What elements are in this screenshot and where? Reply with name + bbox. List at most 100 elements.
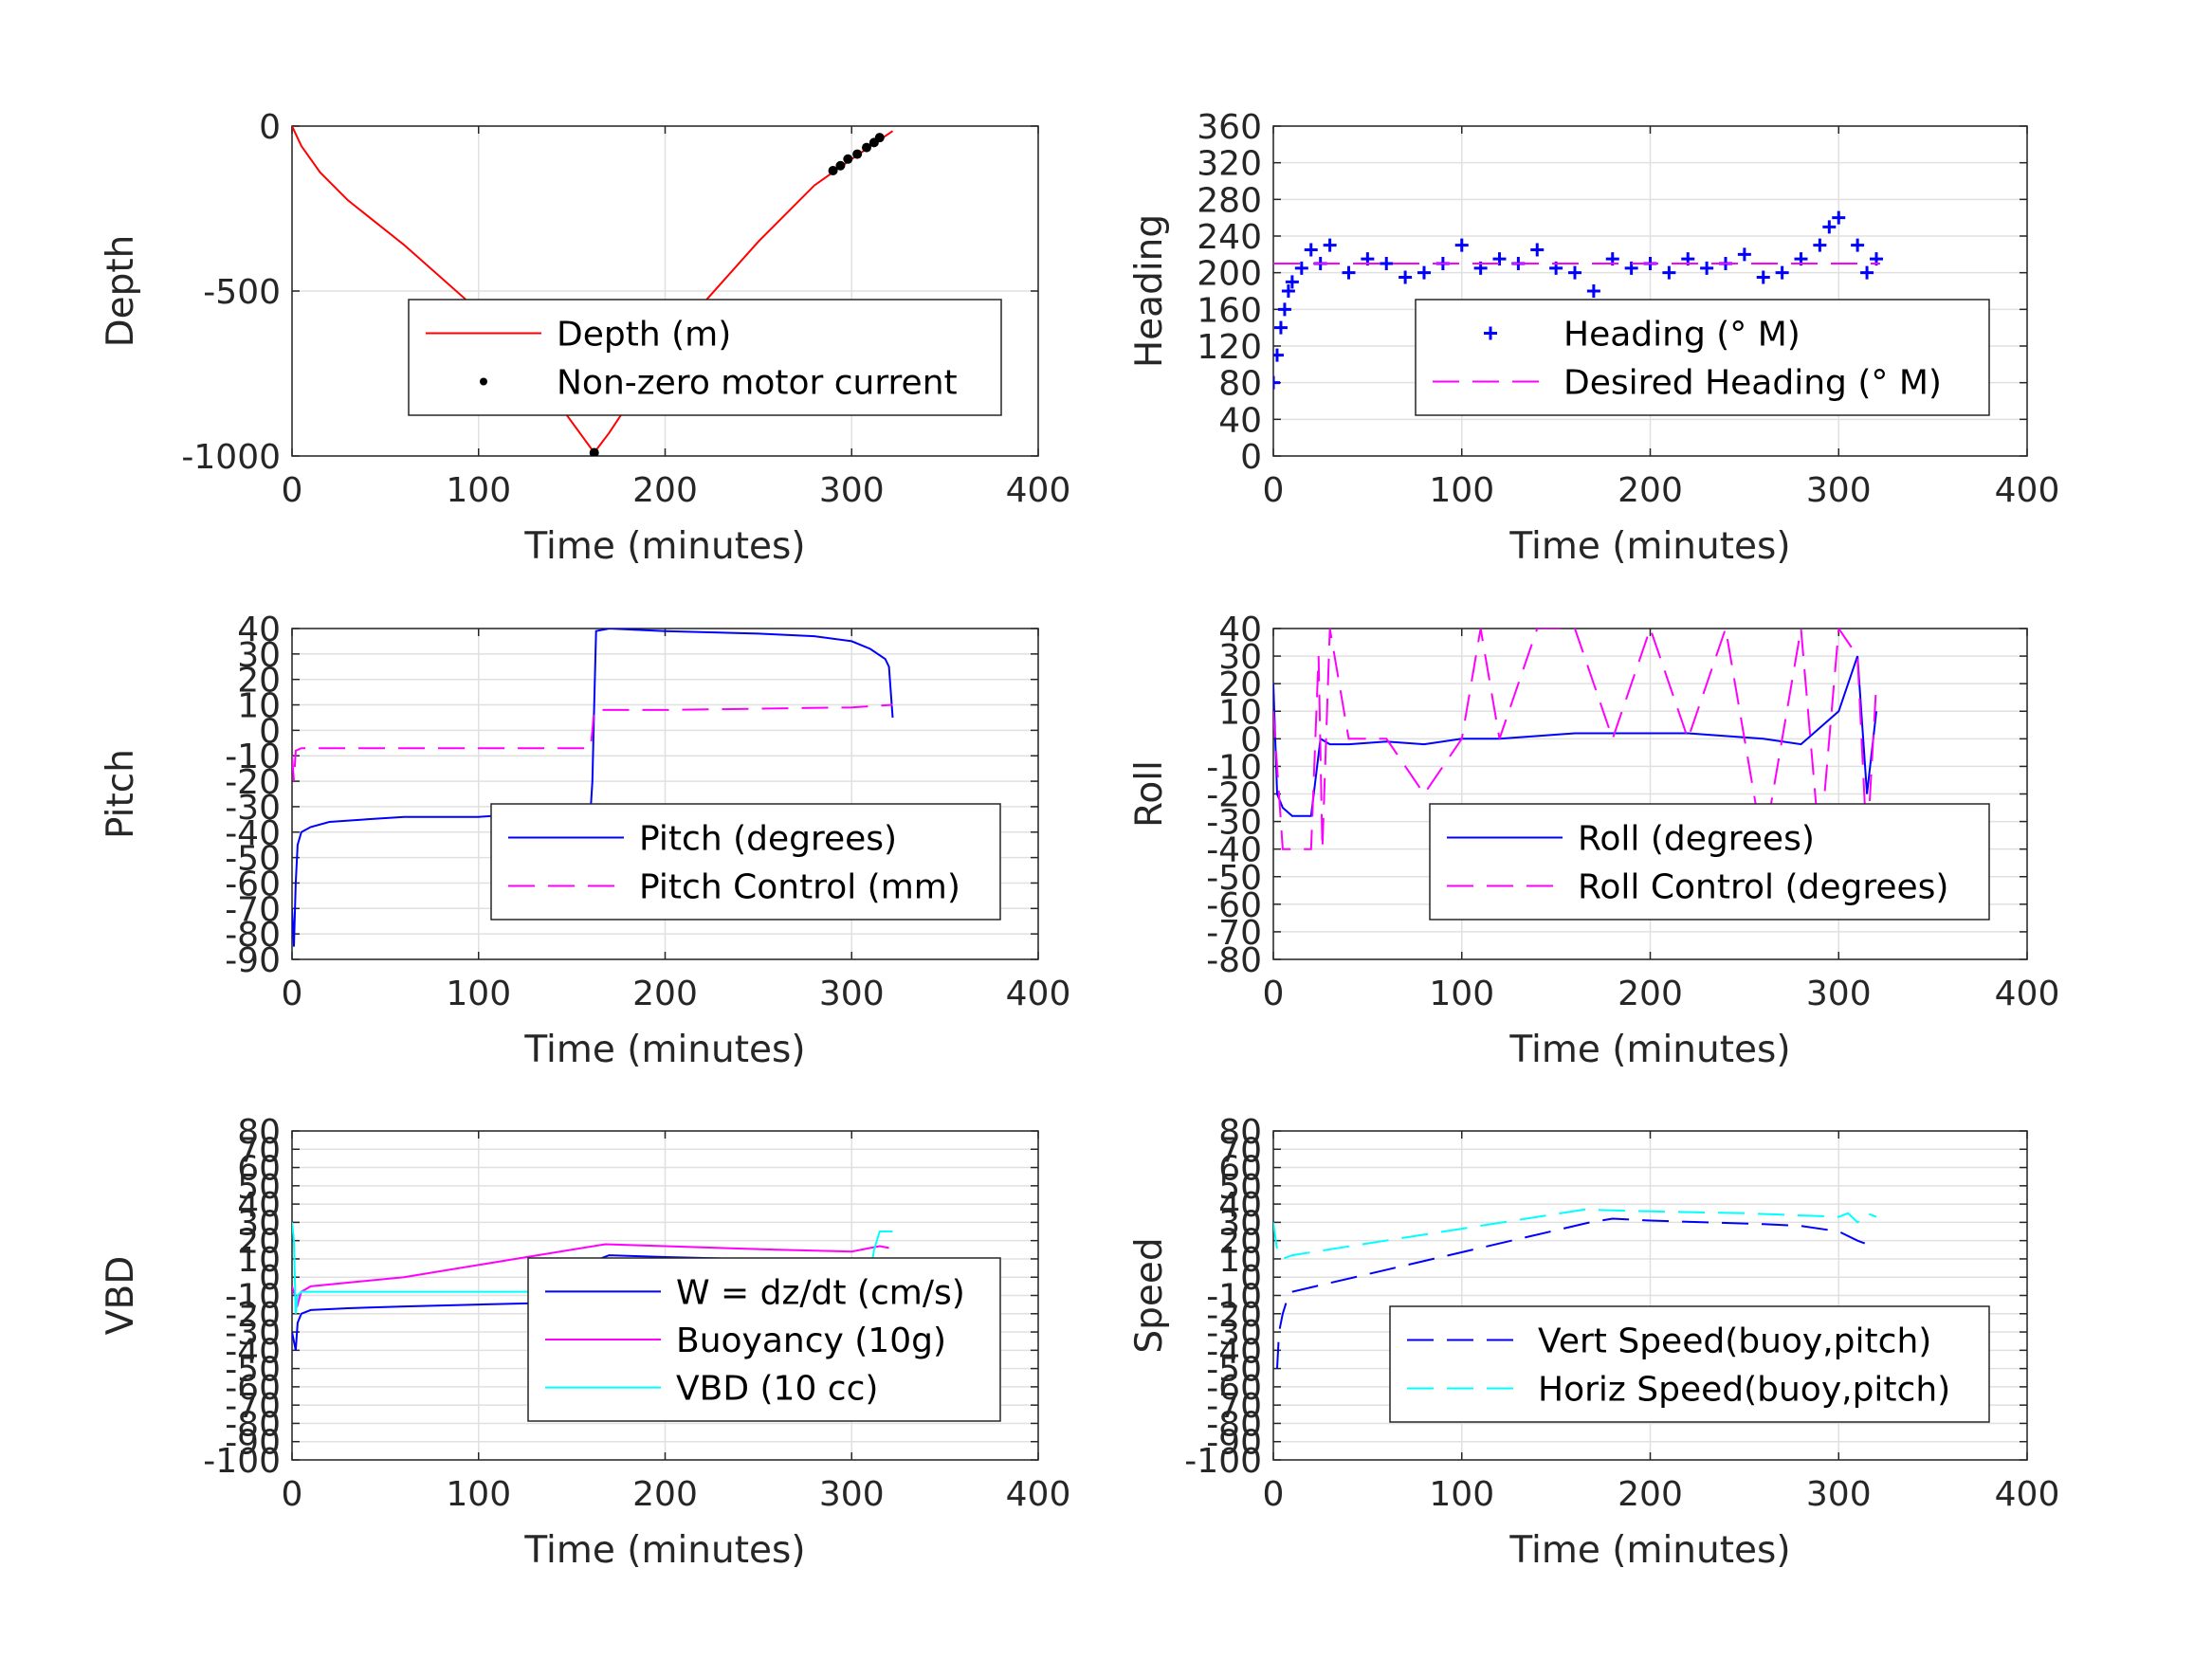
y-tick-label: -60 [225,865,281,903]
y-tick-label: 0 [259,712,281,751]
y-tick-label: 40 [1218,401,1262,440]
legend: Vert Speed(buoy,pitch) Horiz Speed(buoy,p… [1389,1305,1990,1423]
series-point [1851,238,1865,252]
legend: Depth (m) Non-zero motor current [408,299,1002,416]
y-tick-label: 80 [1218,1113,1262,1152]
y-tick-label: 320 [1197,145,1262,184]
legend-label: Depth (m) [557,316,731,355]
series-point [1273,348,1284,362]
x-axis-label: Time (minutes) [1508,525,1790,568]
y-tick-label: 160 [1197,291,1262,330]
y-tick-label: -10 [225,738,281,776]
y-tick-label: -70 [225,890,281,929]
legend-label: Desired Heading (° M) [1563,364,1942,403]
x-tick-label: 0 [282,1475,303,1514]
x-tick-label: 0 [1263,471,1285,510]
x-tick-label: 200 [632,1475,698,1514]
subplot-5: 0 100 200 300 400-100-90-80-70-60-50-40-30-2… [1128,1113,2059,1572]
x-tick-label: 400 [1995,1475,2060,1514]
x-tick-label: 200 [1618,975,1683,1013]
plot-area [292,126,894,456]
legend-swatch [480,377,487,386]
y-tick-label: 40 [1218,611,1262,649]
x-tick-label: 100 [446,975,511,1013]
series-point [861,142,871,153]
legend: W = dz/dt (cm/s) Buoyancy (10g) VBD (10 cc… [527,1257,1001,1422]
series-point [1860,265,1874,280]
series-point [1775,265,1789,280]
y-tick-label: -100 [1184,1442,1262,1481]
series-point [852,149,863,159]
legend-label: Horiz Speed(buoy,pitch) [1538,1371,1950,1410]
series-point [1586,284,1600,298]
series-point [1380,257,1394,270]
y-tick-label: -30 [1206,804,1262,843]
series-point [1822,220,1837,234]
y-tick-label: -40 [1206,831,1262,870]
y-tick-label: 0 [1240,1259,1262,1298]
x-tick-label: 0 [282,471,303,510]
legend-label: Heading (° M) [1563,316,1801,355]
x-tick-label: 100 [1429,975,1494,1013]
y-tick-label: 0 [259,1259,281,1298]
y-tick-label: -20 [1206,1296,1262,1335]
x-tick-label: 300 [1806,471,1872,510]
x-tick-label: 200 [1618,471,1683,510]
subplot-0: 0 100 200 300 400 0 -500 -1000 Time (minutes) Dep… [100,108,1070,568]
subplot-1: 0 100 200 300 40004080120160200240280320360T… [1128,108,2059,568]
x-tick-label: 400 [1995,471,2060,510]
legend-box [1389,1305,1990,1423]
y-tick-label: -20 [225,763,281,802]
legend-label: Roll Control (degrees) [1578,868,1948,907]
y-tick-label: -30 [225,789,281,828]
legend-label: Roll (degrees) [1578,820,1815,859]
series-point [1273,320,1288,335]
series-point [1285,275,1299,289]
y-tick-label: -50 [225,1351,281,1390]
series-point [1832,210,1846,225]
y-axis-label: VBD [100,1256,142,1335]
y-tick-label: -40 [225,814,281,853]
series-point [1342,265,1356,280]
y-tick-label: 0 [259,108,281,147]
legend-label: Pitch (degrees) [639,820,897,859]
series-point [1700,261,1714,275]
y-tick-label: 0 [1240,438,1262,477]
y-axis-label: Depth [100,235,142,348]
y-tick-label: 20 [1218,1223,1262,1262]
y-tick-label: -500 [203,273,281,312]
x-tick-label: 200 [632,471,698,510]
legend-label: Pitch Control (mm) [639,868,960,907]
legend-box [490,803,1001,921]
series-point [1281,284,1295,298]
y-tick-label: 0 [1240,720,1262,759]
y-tick-label: -60 [1206,1369,1262,1408]
y-tick-label: -10 [1206,1278,1262,1317]
y-tick-label: -20 [225,1296,281,1335]
y-tick-label: -80 [225,1405,281,1444]
y-axis-label: Speed [1128,1237,1171,1353]
y-axis-label: Roll [1128,760,1171,828]
subplot-4: 0 100 200 300 400-100-90-80-70-60-50-40-30-2… [100,1113,1070,1572]
y-tick-label: 80 [237,1113,281,1152]
series-point [1756,270,1770,284]
y-tick-label: -80 [225,916,281,955]
series-point [1417,265,1431,280]
y-tick-label: -60 [1206,886,1262,925]
y-tick-label: -90 [1206,1424,1262,1463]
series-point [1304,243,1318,257]
y-tick-label: -50 [1206,859,1262,898]
x-tick-label: 300 [819,1475,885,1514]
x-tick-label: 300 [1806,975,1872,1013]
y-tick-label: 70 [237,1131,281,1170]
series-line-1 [292,703,893,782]
x-tick-label: 300 [819,471,885,510]
x-tick-label: 0 [1263,975,1285,1013]
series-point [1273,375,1280,390]
y-axis-label: Heading [1128,214,1171,368]
plot-area [1273,210,1883,390]
series-point [843,154,853,164]
plot-area [1273,1208,1877,1369]
x-axis-label: Time (minutes) [523,1029,805,1071]
